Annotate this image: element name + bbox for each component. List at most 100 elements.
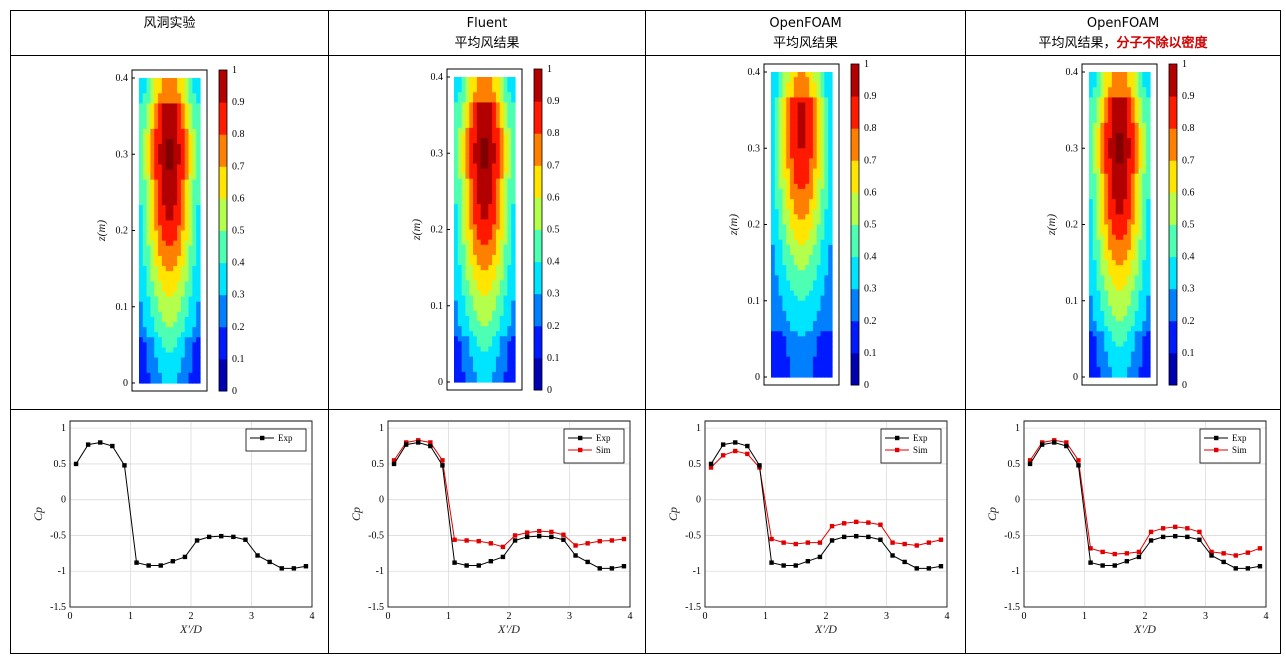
contour-cell (484, 117, 489, 124)
contour-cell (165, 337, 171, 343)
contour-cell (782, 107, 787, 114)
contour-cell (1127, 219, 1132, 226)
contour-cell (511, 310, 516, 317)
contour-cell (469, 219, 474, 226)
contour-cell (165, 250, 171, 257)
contour-cell (1119, 300, 1124, 307)
contour-cell (184, 225, 190, 232)
contour-cell (161, 154, 167, 160)
contour-cell (469, 77, 474, 83)
contour-cell (158, 311, 163, 318)
contour-cell (816, 341, 822, 348)
contour-cell (457, 117, 463, 124)
contour-cell (142, 78, 148, 84)
contour-cell (1111, 244, 1117, 251)
y-tick-label: -1 (376, 566, 384, 577)
contour-cell (1111, 229, 1117, 236)
contour-cell (158, 215, 163, 221)
contour-cell (488, 315, 493, 322)
contour-cell (480, 178, 486, 185)
contour-cell (154, 194, 159, 201)
contour-cell (480, 122, 486, 129)
contour-cell (809, 260, 814, 266)
contour-cell (488, 219, 493, 226)
contour-cell (503, 92, 508, 98)
contour-cell (1115, 173, 1121, 180)
contour-cell (809, 341, 814, 348)
contour-cell (503, 127, 508, 134)
contour-cell (797, 102, 803, 109)
contour-cell (1146, 260, 1151, 266)
contour-cell (461, 265, 467, 271)
contour-cell (824, 183, 829, 190)
contour-cell (1127, 326, 1132, 332)
contour-cell (184, 235, 190, 242)
contour-cell (793, 260, 799, 266)
contour-cell (786, 341, 791, 348)
contour-cell (1134, 183, 1140, 190)
contour-cell (173, 179, 178, 186)
contour-cell (139, 327, 144, 333)
contour-cell (173, 261, 178, 267)
contour-cell (1130, 138, 1136, 144)
contour-cell (828, 82, 833, 88)
contour-cell (469, 224, 474, 231)
contour-cell (457, 356, 463, 363)
data-point (781, 563, 786, 568)
contour-cell (812, 188, 818, 195)
column-header-fluent: Fluent 平均风结果 (329, 11, 645, 55)
contour-cell (461, 102, 467, 109)
contour-cell (1111, 158, 1117, 165)
contour-cell (473, 122, 478, 129)
contour-cell (1108, 224, 1113, 231)
contour-cell (196, 205, 201, 211)
contour-cell (1127, 82, 1132, 88)
contour-cell (1100, 92, 1105, 99)
contour-cell (495, 249, 501, 256)
contour-cell (192, 250, 197, 257)
contour-cell (1100, 97, 1105, 104)
contour-cell (184, 184, 190, 191)
contour-cell (774, 178, 780, 185)
contour-cell (1115, 290, 1121, 297)
contour-cell (1123, 351, 1128, 358)
contour-cell (801, 163, 806, 170)
contour-cell (484, 158, 489, 165)
contour-cell (139, 98, 144, 105)
contour-cell (180, 306, 186, 313)
contour-cell (165, 342, 171, 349)
contour-cell (139, 281, 144, 288)
contour-cell (476, 321, 482, 327)
contour-cell (476, 295, 482, 302)
contour-cell (469, 112, 474, 119)
contour-cell (461, 290, 467, 297)
contour-cell (1123, 285, 1128, 292)
contour-cell (139, 357, 144, 364)
contour-cell (1127, 275, 1132, 282)
contour-cell (1146, 153, 1151, 160)
contour-cell (495, 376, 501, 383)
contour-cell (488, 163, 493, 170)
contour-cell (805, 346, 810, 353)
colorbar-tick-label: 0.9 (1182, 91, 1195, 102)
contour-cell (146, 93, 152, 99)
contour-cell (488, 112, 493, 119)
contour-cell (1119, 346, 1124, 353)
contour-cell (1134, 158, 1140, 165)
x-tick-label: 0 (703, 611, 708, 622)
contour-cell (511, 321, 516, 327)
contour-cell (793, 122, 799, 129)
contour-cell (173, 327, 178, 333)
contour-cell (188, 240, 193, 247)
contour-cell (146, 184, 152, 191)
contour-cell (828, 92, 833, 99)
contour-cell (801, 168, 806, 175)
contour-cell (1130, 199, 1136, 205)
contour-cell (816, 204, 822, 210)
x-tick-label: 2 (1143, 611, 1148, 622)
contour-cell (150, 306, 155, 313)
x-tick-label: 1 (763, 611, 768, 622)
contour-cell (824, 173, 829, 180)
contour-cell (797, 173, 803, 180)
contour-cell (782, 153, 787, 160)
